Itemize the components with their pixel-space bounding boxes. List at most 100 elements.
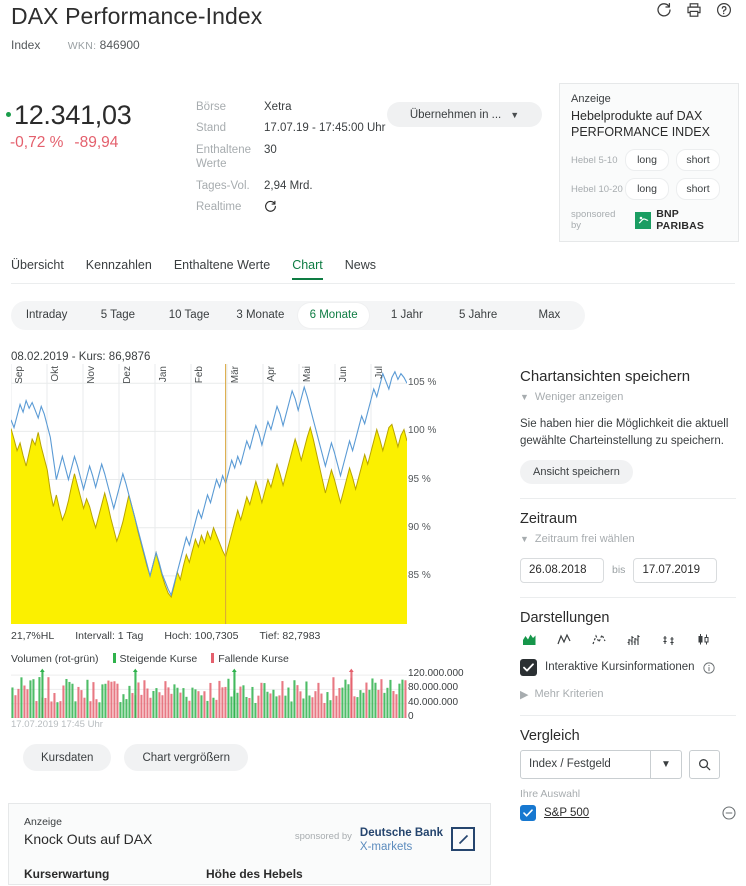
divider (520, 596, 736, 598)
fact-key: Börse (196, 101, 227, 113)
apply-to-button[interactable]: Übernehmen in ... ▼ (387, 102, 542, 127)
range-3-monate[interactable]: 3 Monate (236, 309, 285, 321)
sponsored-by-label: sponsored by (571, 209, 616, 232)
date-between-label: bis (612, 564, 626, 576)
volume-y-tick-40000000: 40.000.000 (408, 696, 459, 708)
date-from-input[interactable] (520, 557, 604, 583)
save-views-collapse-toggle[interactable]: ▼ Weniger anzeigen (520, 391, 736, 403)
ad-banner-bottom[interactable]: Anzeige Knock Outs auf DAX sponsored by … (8, 803, 491, 885)
fact-row: Börse Xetra (196, 100, 385, 121)
period-date-range: bis (520, 557, 736, 583)
leverage-row: Hebel 10-20 long short (571, 178, 727, 201)
change-percent: -0,72 % (10, 134, 64, 151)
ad-sponsor: sponsored by BNP PARIBAS (571, 208, 727, 232)
wkn-value: 846900 (99, 38, 140, 52)
fact-key: Stand (196, 122, 227, 135)
range-intraday[interactable]: Intraday (25, 309, 68, 321)
sponsored-by-label: sponsored by (294, 831, 352, 842)
volume-legend-title: Volumen (rot-grün) (11, 653, 99, 665)
long-button[interactable]: long (625, 178, 669, 201)
bar-chart-icon[interactable] (627, 632, 642, 646)
info-icon[interactable] (702, 661, 715, 674)
fact-key: Enthaltene Werte (196, 143, 251, 171)
hlc-bars-icon[interactable] (662, 632, 677, 646)
instrument-type: Index (11, 38, 41, 52)
ad-column-headers: Kurserwartung Höhe des Hebels (24, 867, 303, 881)
tab-kennzahlen[interactable]: Kennzahlen (85, 258, 152, 272)
area-chart-icon[interactable] (522, 632, 537, 646)
realtime-refresh-icon[interactable] (264, 200, 385, 221)
facts-table: Börse Xetra Stand 17.07.19 - 17:45:00 Uh… (196, 100, 385, 221)
comparison-search-button[interactable] (689, 749, 720, 779)
range-6-monate[interactable]: 6 Monate (298, 303, 370, 328)
fact-row: Tages-Vol. 2,94 Mrd. (196, 179, 385, 200)
fact-row: Realtime (196, 200, 385, 221)
tab-chart[interactable]: Chart (292, 258, 323, 280)
chart-type-icons (522, 632, 736, 646)
bnp-paribas-logo-icon (634, 211, 652, 229)
y-axis-tick-90: 90 % (408, 521, 431, 533)
leverage-label: Hebel 5-10 (571, 154, 618, 166)
ad-column-hebel: Höhe des Hebels (206, 867, 303, 881)
volume-legend-down: Fallende Kurse (211, 653, 289, 665)
range-1-jahr[interactable]: 1 Jahr (390, 309, 423, 321)
y-axis-tick-100: 100 % (408, 425, 437, 437)
range-max[interactable]: Max (538, 309, 561, 321)
ansicht-speichern-button[interactable]: Ansicht speichern (520, 459, 633, 484)
short-button[interactable]: short (676, 178, 720, 201)
price-chart[interactable] (11, 364, 407, 624)
help-icon[interactable] (716, 2, 732, 18)
fact-key: Tages-Vol. (196, 179, 250, 192)
stat-low: Tief: 82,7983 (259, 630, 321, 642)
chevron-down-icon: ▼ (520, 392, 529, 402)
kursdaten-button[interactable]: Kursdaten (23, 744, 112, 771)
long-button[interactable]: long (625, 149, 669, 172)
remove-comparison-icon[interactable] (722, 805, 736, 820)
more-criteria-toggle[interactable]: ▶ Mehr Kriterien (520, 688, 736, 701)
y-axis-tick-95: 95 % (408, 473, 431, 485)
header-icon-group (656, 2, 732, 18)
print-icon[interactable] (686, 2, 702, 18)
interactive-info-checkbox[interactable] (520, 658, 537, 676)
chart-crosshair-readout: 08.02.2019 - Kurs: 86,9876 (11, 351, 151, 363)
comparison-title: Vergleich (520, 727, 580, 744)
period-collapse-toggle[interactable]: ▼ Zeitraum frei wählen (520, 533, 736, 545)
interactive-info-row: Interaktive Kursinformationen (520, 658, 736, 676)
chart-statistics: 21,7%HL Intervall: 1 Tag Hoch: 100,7305 … (11, 630, 320, 642)
tab-uebersicht[interactable]: Übersicht (11, 258, 64, 272)
range-5-tage[interactable]: 5 Tage (100, 309, 136, 321)
range-10-tage[interactable]: 10 Tage (168, 309, 210, 321)
chart-vergroessern-button[interactable]: Chart vergrößern (124, 744, 248, 771)
comparison-select[interactable]: Index / Festgeld ▼ (520, 749, 682, 779)
refresh-icon[interactable] (656, 2, 672, 18)
volume-chart[interactable] (11, 668, 407, 719)
volume-y-tick-0: 0 (408, 711, 414, 722)
tab-news[interactable]: News (344, 258, 377, 272)
line-chart-icon[interactable] (557, 632, 572, 646)
display-title: Darstellungen (520, 609, 610, 626)
comparison-select-value: Index / Festgeld (529, 758, 611, 770)
date-to-input[interactable] (633, 557, 718, 583)
ad-banner-top[interactable]: Anzeige Hebelprodukte auf DAX PERFORMANC… (559, 83, 739, 242)
down-label: Fallende Kurse (218, 653, 289, 665)
comparison-item-checkbox[interactable] (520, 804, 536, 821)
ad-label: Anzeige (571, 93, 611, 105)
volume-legend: Volumen (rot-grün) Steigende Kurse Falle… (11, 653, 289, 665)
fact-value: 17.07.19 - 17:45:00 Uhr (264, 122, 386, 135)
comparison-item-name[interactable]: S&P 500 (544, 806, 590, 819)
range-5-jahre[interactable]: 5 Jahre (458, 309, 498, 321)
save-views-title: Chartansichten speichern (520, 368, 691, 385)
fact-value: Xetra (264, 101, 292, 113)
candlestick-icon[interactable] (697, 632, 712, 646)
save-views-description: Sie haben hier die Möglichkeit die aktue… (520, 418, 729, 448)
volume-timestamp: 17.07.2019 17:45 Uhr (11, 719, 103, 730)
dotted-line-chart-icon[interactable] (592, 632, 607, 646)
sponsor-line2: X-markets (359, 841, 413, 854)
chevron-down-icon[interactable]: ▼ (650, 750, 681, 778)
tab-enthaltene-werte[interactable]: Enthaltene Werte (173, 258, 271, 272)
short-button[interactable]: short (676, 149, 720, 172)
ad-column-kurserwartung: Kurserwartung (24, 867, 110, 881)
chart-action-buttons: Kursdaten Chart vergrößern (23, 744, 248, 771)
stat-high: Hoch: 100,7305 (164, 630, 239, 642)
